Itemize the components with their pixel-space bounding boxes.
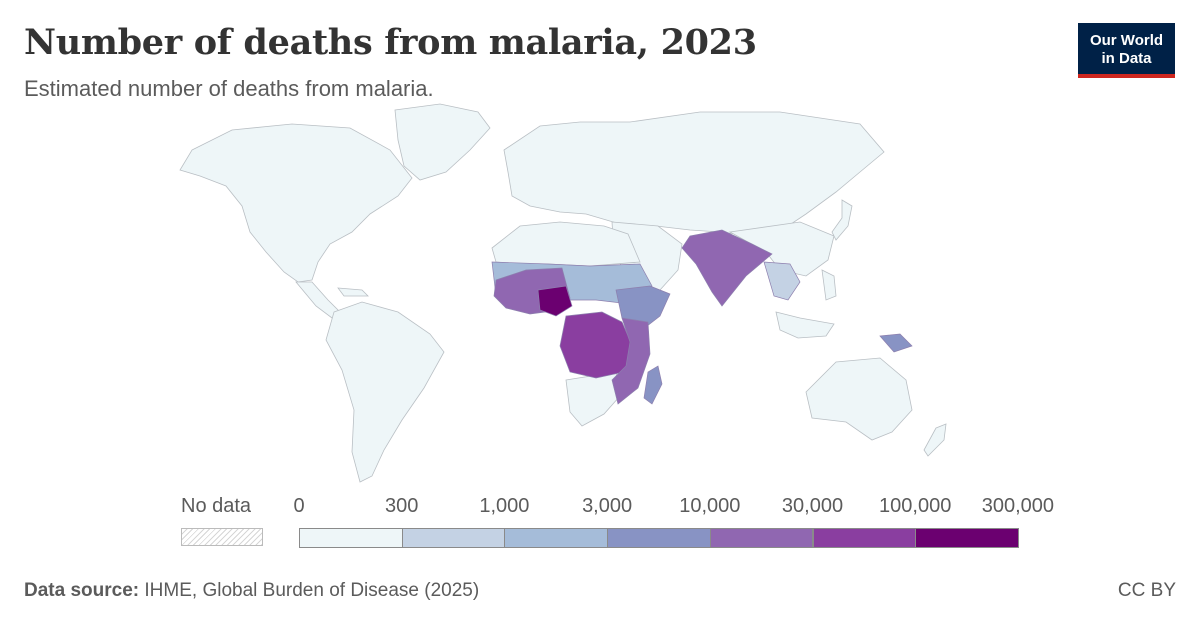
legend-no-data-swatch bbox=[181, 528, 263, 546]
legend-bin-3[interactable] bbox=[607, 528, 711, 548]
region-se-asia-islands[interactable] bbox=[775, 311, 835, 339]
legend-tick-label: 30,000 bbox=[781, 495, 844, 517]
legend-tick-label: 10,000 bbox=[679, 495, 741, 517]
legend-tick-label: 1,000 bbox=[479, 495, 530, 517]
country-nigeria[interactable] bbox=[537, 285, 573, 317]
region-europe-north-asia[interactable] bbox=[503, 111, 885, 239]
legend-color-bar bbox=[299, 528, 1019, 548]
legend-bin-6[interactable] bbox=[915, 528, 1019, 548]
data-source-text[interactable]: IHME, Global Burden of Disease (2025) bbox=[144, 580, 480, 601]
country-madagascar[interactable] bbox=[643, 365, 663, 405]
chart-subtitle: Estimated number of deaths from malaria. bbox=[24, 76, 434, 101]
legend-bin-0[interactable] bbox=[299, 528, 403, 548]
region-north-america[interactable] bbox=[179, 123, 413, 283]
legend-bin-5[interactable] bbox=[812, 528, 917, 548]
legend-tick-label: 3,000 bbox=[582, 495, 633, 517]
legend-bin-4[interactable] bbox=[709, 528, 814, 548]
region-central-africa[interactable] bbox=[559, 311, 635, 379]
country-papua-new-guinea[interactable] bbox=[879, 333, 913, 353]
logo-line-1: Our World bbox=[1089, 32, 1164, 49]
region-caribbean[interactable] bbox=[337, 287, 369, 297]
logo-line-2: in Data bbox=[1101, 50, 1152, 67]
data-source: Data source: IHME, Global Burden of Dise… bbox=[24, 580, 479, 602]
data-source-label: Data source: bbox=[24, 580, 140, 601]
region-south-america[interactable] bbox=[325, 301, 445, 483]
legend-tick-label: 0 bbox=[293, 495, 305, 517]
license-link[interactable]: CC BY bbox=[1117, 580, 1176, 601]
region-australia[interactable] bbox=[805, 357, 913, 441]
region-philippines[interactable] bbox=[821, 269, 837, 301]
chart-title: Number of deaths from malaria, 2023 bbox=[24, 22, 757, 63]
region-southeast-asia[interactable] bbox=[763, 261, 801, 301]
legend-tick-label: 300,000 bbox=[981, 495, 1055, 517]
region-greenland[interactable] bbox=[394, 103, 491, 181]
legend-bin-1[interactable] bbox=[401, 528, 506, 548]
region-east-africa[interactable] bbox=[611, 317, 651, 405]
legend-bin-2[interactable] bbox=[504, 528, 609, 548]
legend-no-data-label: No data bbox=[181, 495, 252, 517]
legend-tick-label: 100,000 bbox=[879, 495, 952, 517]
region-south-asia[interactable] bbox=[681, 229, 773, 307]
region-central-america[interactable] bbox=[295, 281, 341, 319]
owid-logo[interactable]: Our World in Data bbox=[1078, 23, 1175, 78]
legend-tick-label: 300 bbox=[385, 495, 419, 517]
region-japan[interactable] bbox=[831, 199, 853, 241]
region-new-zealand[interactable] bbox=[923, 423, 947, 457]
